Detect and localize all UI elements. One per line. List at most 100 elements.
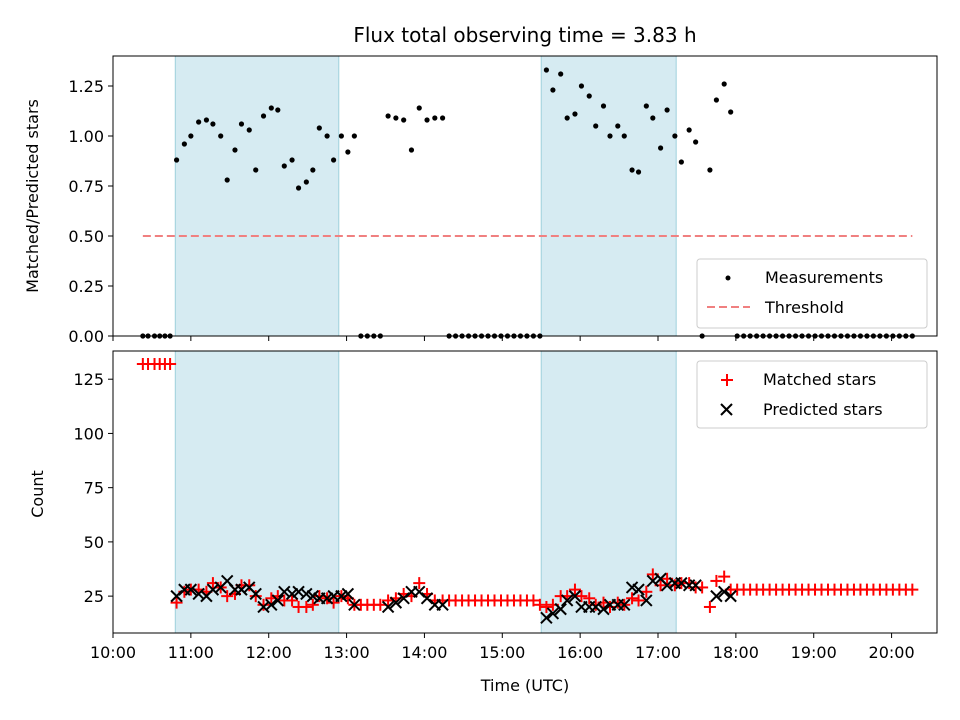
measurement-point — [303, 179, 309, 185]
top-x-axis — [112, 336, 893, 341]
measurements-legend-marker — [725, 275, 731, 281]
predicted-star-marker — [724, 589, 737, 603]
measurement-point — [643, 103, 649, 109]
matched-star-marker — [703, 600, 716, 613]
matched-star-marker — [533, 598, 546, 611]
bottom-legend-frame — [696, 360, 928, 429]
measurement-point — [693, 139, 699, 145]
measurement-point — [578, 83, 585, 89]
measurement-point — [324, 133, 330, 139]
bottom-y-axis: 25 50 75 100 125 — [73, 370, 113, 606]
y-tick-label: 125 — [73, 370, 104, 389]
predicted-star-marker — [689, 579, 702, 592]
matched-star-marker — [313, 590, 326, 603]
predicted-star-marker — [597, 602, 610, 616]
measurement-point — [713, 97, 720, 103]
measurement-point — [564, 115, 570, 121]
matched-star-marker — [640, 585, 653, 598]
predicted-star-marker — [265, 598, 278, 612]
y-tick-label: 50 — [84, 533, 104, 552]
measurement-point — [351, 133, 357, 139]
shaded-interval-1 — [540, 350, 677, 634]
measurement-point — [181, 141, 187, 147]
measurement-point — [721, 81, 727, 87]
predicted-legend-marker — [720, 403, 733, 416]
matched-star-marker — [164, 358, 177, 371]
measurement-point — [393, 115, 399, 121]
x-tick-label: 12:00 — [246, 643, 292, 662]
predicted-star-marker — [554, 602, 567, 616]
bottom-plot-frame — [112, 350, 938, 634]
predicted-star-marker — [271, 594, 285, 607]
chart-title: Flux total observing time = 3.83 h — [353, 23, 696, 47]
measurement-point — [253, 167, 259, 173]
predicted-star-marker — [632, 583, 645, 596]
measurement-point — [550, 87, 556, 93]
measurement-point — [432, 115, 438, 121]
legend-predicted-label: Predicted stars — [763, 400, 883, 419]
measurement-point — [218, 133, 224, 139]
legend-matched-label: Matched stars — [763, 370, 876, 389]
measurement-point — [607, 133, 613, 139]
shaded-interval-0 — [174, 55, 340, 337]
measurement-point — [289, 157, 295, 163]
measurement-point — [658, 145, 664, 151]
predicted-star-marker — [257, 600, 270, 614]
predicted-star-marker — [348, 598, 361, 612]
predicted-star-marker — [278, 585, 291, 598]
predicted-star-marker — [206, 583, 220, 596]
measurement-point — [275, 107, 281, 113]
measurement-point — [424, 117, 430, 123]
y-tick-label: 1.25 — [68, 77, 104, 96]
matched-star-marker — [327, 596, 340, 609]
matched-legend-marker — [721, 374, 733, 386]
measurement-point — [295, 185, 302, 191]
matched-star-marker — [221, 590, 234, 603]
y-tick-label: 1.00 — [68, 127, 104, 146]
measurement-point — [586, 93, 592, 99]
predicted-star-marker — [389, 596, 403, 609]
measurement-point — [593, 123, 599, 129]
top-legend: Measurements Threshold — [696, 258, 928, 329]
matched-star-marker — [286, 594, 299, 607]
bottom-x-axis: 10:00 11:00 12:00 13:00 14:00 15:00 16:00 17:00… — [90, 633, 915, 662]
y-tick-label: 75 — [84, 479, 104, 498]
predicted-star-marker — [192, 587, 205, 601]
matched-star-marker — [527, 594, 540, 607]
top-y-axis-label: Matched/Predicted stars — [23, 99, 42, 293]
x-tick-label: 14:00 — [401, 643, 447, 662]
predicted-star-marker — [675, 576, 688, 590]
predicted-star-marker — [540, 611, 553, 625]
matched-star-marker — [626, 592, 639, 605]
predicted-star-marker — [618, 598, 631, 612]
measurement-point — [664, 107, 670, 113]
measurement-point — [408, 147, 415, 153]
measurement-point — [173, 157, 180, 163]
measurement-point — [416, 105, 422, 111]
matched-star-marker — [382, 594, 395, 607]
measurement-point — [203, 117, 210, 123]
measurement-point — [281, 163, 287, 169]
top-shaded-regions — [174, 55, 677, 337]
measurement-point — [650, 115, 656, 121]
predicted-star-marker — [436, 598, 449, 612]
predicted-star-marker — [381, 600, 395, 614]
bottom-series — [136, 358, 919, 625]
predicted-star-marker — [292, 585, 305, 598]
y-tick-label: 25 — [84, 587, 104, 606]
measurement-point — [238, 121, 245, 127]
bottom-panel: 25 50 75 100 125 10:00 11:00 12:00 13:00 14:00 15… — [28, 350, 938, 695]
predicted-star-marker — [546, 607, 560, 620]
legend-measurements-label: Measurements — [765, 268, 883, 287]
y-tick-label: 0.00 — [68, 327, 104, 346]
measurement-point — [707, 167, 713, 173]
measurement-point — [330, 157, 337, 163]
matched-star-marker — [249, 590, 262, 603]
measurement-point — [210, 121, 216, 127]
predicted-star-marker — [249, 587, 262, 601]
predicted-star-marker — [717, 585, 731, 598]
bottom-y-axis-label: Count — [28, 470, 47, 518]
x-tick-label: 16:00 — [557, 643, 603, 662]
measurement-point — [268, 105, 274, 111]
